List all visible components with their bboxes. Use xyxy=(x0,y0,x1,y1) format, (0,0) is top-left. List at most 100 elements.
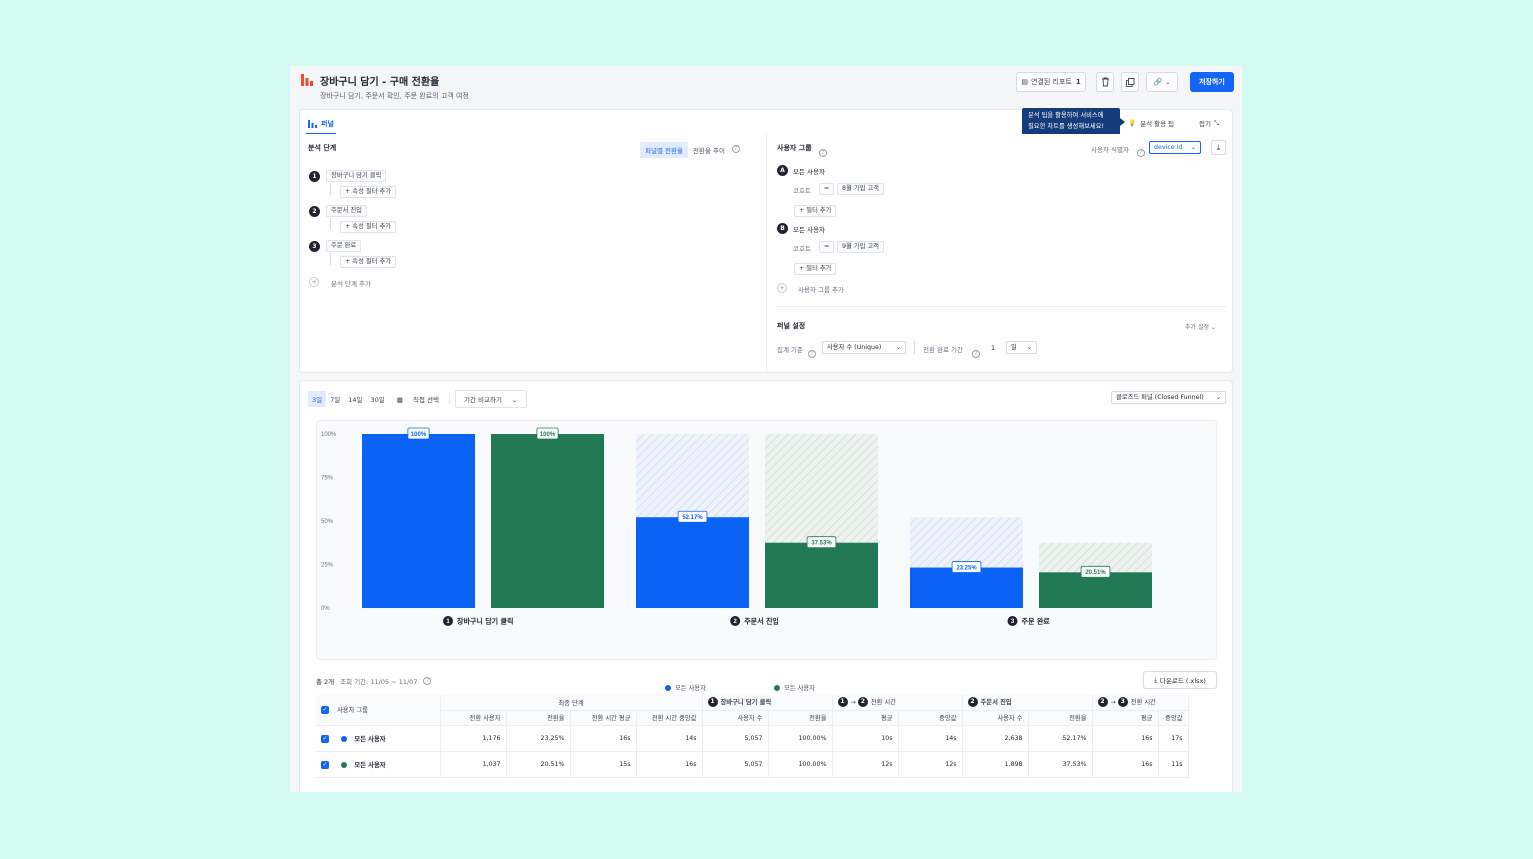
table-meta: 총 2개 조회 기간: 11/05 ~ 11/07 ? xyxy=(316,676,432,686)
add-group-plus-icon[interactable]: + xyxy=(777,283,787,293)
conversion-window-help-icon[interactable]: ? xyxy=(972,343,980,362)
funnel-chart: 100% 75% 50% 25% 0% 100% 100% 1 장바구니 담기 클릭 52.17%… xyxy=(321,427,1152,626)
add-group-button[interactable]: 사용자 그룹 추가 xyxy=(798,286,844,294)
table-row[interactable]: ✓ 모든 사용자 1,037 20.51% 15s 16s 5,057 100.00% 12s… xyxy=(316,751,1189,778)
period-7d[interactable]: 7일 xyxy=(330,396,341,404)
group-a-condition-operator[interactable]: = xyxy=(819,183,835,195)
group-a-add-filter-button[interactable]: + 필터 추가 xyxy=(794,205,837,217)
select-all-checkbox[interactable]: ✓ xyxy=(321,706,329,715)
table-cell: 20.51% xyxy=(506,751,571,778)
download-icon[interactable]: ⤓ xyxy=(1211,140,1226,155)
final-step-header: 최종 단계 xyxy=(440,695,703,711)
period-30d[interactable]: 30일 xyxy=(370,396,385,404)
chart-bar[interactable] xyxy=(765,542,878,608)
chart-bar[interactable] xyxy=(491,434,604,608)
identifier-select[interactable]: device Id ⌄ xyxy=(1149,141,1201,154)
step-2-badge: 2 xyxy=(967,697,978,708)
y-tick-label: 0% xyxy=(321,606,330,612)
fold-button[interactable]: 접기 ⤡ xyxy=(1199,118,1219,129)
settings-separator xyxy=(914,341,915,354)
group-b-condition-key[interactable]: 코호트 xyxy=(793,245,811,253)
group-a-condition-value[interactable]: 8월 가입 고객 xyxy=(837,183,884,195)
step-1-add-filter-button[interactable]: + 속성 필터 추가 xyxy=(340,186,397,198)
funnel-type-select[interactable]: 클로즈드 퍼널 (Closed Funnel) ⌄ xyxy=(1111,391,1226,404)
conversion-window-unit-select[interactable]: 일 ⌄ xyxy=(1006,341,1037,354)
delete-button[interactable] xyxy=(1096,72,1114,92)
legend-item-1[interactable]: 모든 사용자 xyxy=(665,683,706,692)
analysis-tip-button[interactable]: 💡 분석 활용 팁 xyxy=(1128,118,1174,128)
table-cell: 16s xyxy=(1092,725,1159,752)
chart-bar[interactable] xyxy=(636,517,749,608)
col-header[interactable]: 사용자 수 xyxy=(962,710,1029,726)
col-header[interactable]: 사용자 수 xyxy=(702,710,769,726)
y-tick-label: 25% xyxy=(321,563,334,569)
table-header-row-1: ✓ 사용자 그룹 최종 단계 1 장바구니 담기 클릭 1 → 2 전환 시간 2 주문… xyxy=(316,695,1189,726)
col-header[interactable]: 평균 xyxy=(832,710,899,726)
bar-chart-icon xyxy=(308,120,317,128)
step-1-2-time-header: 1 → 2 전환 시간 xyxy=(832,695,963,711)
step-2-add-filter-button[interactable]: + 속성 필터 추가 xyxy=(340,221,397,233)
conversion-window-unit: 일 xyxy=(1011,344,1017,351)
col-header[interactable]: 중앙값 xyxy=(1158,710,1189,726)
save-button[interactable]: 저장하기 xyxy=(1190,72,1234,92)
period-3d[interactable]: 3일 xyxy=(308,391,327,407)
conversion-window-value[interactable]: 1 xyxy=(991,344,996,352)
group-a-condition-key[interactable]: 코호트 xyxy=(793,187,811,195)
col-header[interactable]: 평균 xyxy=(1092,710,1159,726)
group-b-condition-value[interactable]: 9월 가입 고객 xyxy=(837,241,884,253)
col-header[interactable]: 중앙값 xyxy=(898,710,963,726)
row-checkbox[interactable]: ✓ xyxy=(321,734,329,743)
chart-bar[interactable] xyxy=(1039,572,1152,608)
copy-button[interactable] xyxy=(1121,72,1139,92)
tab-funnel[interactable]: 퍼널 xyxy=(308,119,334,129)
table-cell: 17s xyxy=(1158,725,1189,752)
step-2-event[interactable]: 주문서 진입 xyxy=(326,205,367,217)
page-subtitle: 장바구니 담기, 주문서 확인, 주문 완료의 고객 여정 xyxy=(320,92,469,100)
col-header[interactable]: 전환 사용자 xyxy=(440,710,507,726)
step-number-3: 3 xyxy=(309,241,320,252)
more-settings-button[interactable]: 추가 설정 ⌄ xyxy=(1185,322,1216,331)
group-b-add-filter-button[interactable]: + 필터 추가 xyxy=(794,263,837,275)
table-help-icon[interactable]: ? xyxy=(423,677,432,685)
chart-bar[interactable] xyxy=(362,434,475,608)
group-b-name[interactable]: 모든 사용자 xyxy=(793,226,825,234)
chart-bar[interactable] xyxy=(910,567,1023,608)
col-header[interactable]: 전환율 xyxy=(768,710,833,726)
dropoff-shadow xyxy=(765,434,878,543)
table-cell: 16s xyxy=(636,751,703,778)
aggregation-help-icon[interactable]: ? xyxy=(808,343,816,362)
step-3-event[interactable]: 주문 완료 xyxy=(326,240,362,252)
step-3-add-filter-button[interactable]: + 속성 필터 추가 xyxy=(340,256,397,268)
col-header[interactable]: 전환 시간 중앙값 xyxy=(636,710,703,726)
view-funnel-option[interactable]: 퍼널별 전환율 xyxy=(640,142,688,158)
data-label-box xyxy=(677,510,708,523)
period-14d[interactable]: 14일 xyxy=(348,396,363,404)
group-a-name[interactable]: 모든 사용자 xyxy=(793,168,825,176)
view-trend-option[interactable]: 전환율 추이 xyxy=(692,147,725,155)
download-xlsx-button[interactable]: ⤓ 다운로드 (.xlsx) xyxy=(1143,671,1217,689)
aggregation-select[interactable]: 사용자 수 (Unique) ⌄ xyxy=(822,341,906,354)
identifier-help-icon[interactable]: ? xyxy=(1137,142,1145,161)
legend-label-1: 모든 사용자 xyxy=(675,685,706,692)
custom-period-button[interactable]: ▦ 직접 선택 xyxy=(389,391,447,407)
compare-period-button[interactable]: 기간 비교하기 ⌄ xyxy=(455,390,527,408)
col-header[interactable]: 전환율 xyxy=(1028,710,1093,726)
table-row[interactable]: ✓ 모든 사용자 1,176 23.25% 16s 14s 5,057 100.00% 10s… xyxy=(316,725,1189,752)
x-category-label: 1 장바구니 담기 클릭 xyxy=(443,616,513,626)
identifier-label: 사용자 식별자 xyxy=(1091,146,1129,154)
legend-item-2[interactable]: 모든 사용자 xyxy=(774,683,815,692)
add-step-plus-icon[interactable]: + xyxy=(309,277,319,287)
linked-report-button[interactable]: ▤ 연결된 리포트 1 xyxy=(1016,72,1086,92)
help-icon[interactable]: ? xyxy=(730,142,742,158)
svg-text:주문서 진입: 주문서 진입 xyxy=(744,617,779,626)
legend-swatch-2 xyxy=(774,684,780,691)
col-header[interactable]: 전환율 xyxy=(506,710,571,726)
row-checkbox[interactable]: ✓ xyxy=(321,760,329,769)
user-groups-help-icon[interactable]: ? xyxy=(819,142,827,161)
group-b-condition-operator[interactable]: = xyxy=(819,241,835,253)
add-step-button[interactable]: 분석 단계 추가 xyxy=(331,280,372,288)
step-1-event[interactable]: 장바구니 담기 클릭 xyxy=(326,170,387,182)
col-header[interactable]: 전환 시간 평균 xyxy=(570,710,637,726)
share-link-button[interactable]: 🔗 ⌄ xyxy=(1146,72,1178,92)
